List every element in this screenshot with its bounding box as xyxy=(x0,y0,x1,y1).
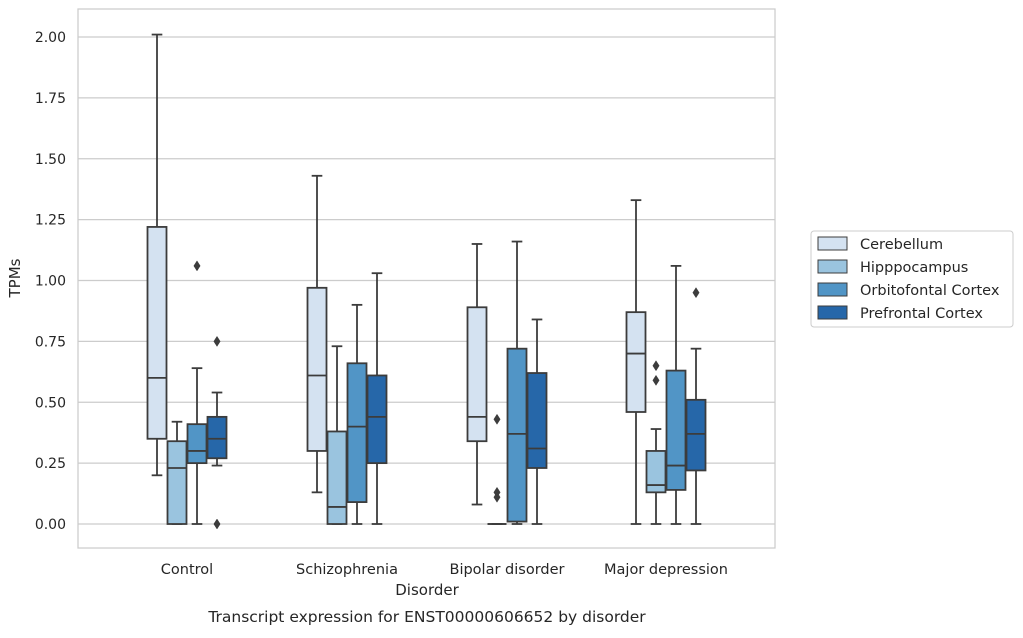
box-iqr xyxy=(146,226,168,440)
box-hipppocampus-3 xyxy=(487,413,507,525)
box-iqr xyxy=(526,372,548,469)
box-hipppocampus-2 xyxy=(326,345,348,525)
box-iqr xyxy=(306,286,328,452)
y-tick-label: 1.25 xyxy=(35,213,66,229)
box-iqr xyxy=(466,306,488,443)
y-tick-labels: 0.00 0.25 0.50 0.75 1.00 1.25 1.50 1.75 2.00 xyxy=(35,30,66,533)
x-tick-labels: Control Schizophrenia Bipolar disorder Majo… xyxy=(161,562,728,578)
legend-frame xyxy=(810,230,1014,328)
box-cerebellum-3 xyxy=(466,243,488,506)
y-tick-label: 0.25 xyxy=(35,456,66,472)
y-axis-label: TPMs xyxy=(6,258,24,298)
outlier-point xyxy=(213,335,221,347)
outlier-point xyxy=(193,260,201,272)
x-tick-label: Control xyxy=(161,562,213,578)
box-iqr xyxy=(665,369,687,491)
box-hipppocampus-1 xyxy=(166,420,188,525)
legend-label: Orbitofontal Cortex xyxy=(860,283,1000,299)
y-tick-label: 1.75 xyxy=(35,91,66,107)
legend-label: Cerebellum xyxy=(860,237,943,253)
box-iqr xyxy=(346,362,368,503)
outlier-point xyxy=(652,360,660,372)
box-iqr xyxy=(645,450,667,494)
outlier-point xyxy=(213,518,221,530)
box-orbitofontal-cortex-4 xyxy=(665,264,687,525)
y-tick-label: 1.00 xyxy=(35,274,66,290)
y-tick-label: 0.50 xyxy=(35,395,66,411)
box-orbitofontal-cortex-2 xyxy=(346,303,368,525)
box-prefrontal-cortex-4 xyxy=(685,287,707,525)
box-cerebellum-2 xyxy=(306,174,328,494)
x-axis-label: Disorder xyxy=(395,581,459,599)
legend-label: Prefrontal Cortex xyxy=(860,306,983,322)
box-iqr xyxy=(506,347,528,523)
box-iqr xyxy=(166,440,188,525)
box-iqr xyxy=(186,423,208,465)
box-hipppocampus-4 xyxy=(645,360,667,525)
chart-caption: Transcript expression for ENST0000060665… xyxy=(207,608,646,626)
legend-swatch xyxy=(817,282,848,297)
box-iqr xyxy=(326,430,348,525)
y-tick-label: 1.50 xyxy=(35,152,66,168)
outlier-point xyxy=(692,287,700,299)
box-prefrontal-cortex-1 xyxy=(206,335,228,530)
box-cerebellum-4 xyxy=(625,199,647,525)
y-tick-label: 2.00 xyxy=(35,30,66,46)
box-iqr xyxy=(625,311,647,413)
box-orbitofontal-cortex-1 xyxy=(186,260,208,525)
box-cerebellum-1 xyxy=(146,33,168,477)
box-iqr xyxy=(206,415,228,460)
box-prefrontal-cortex-3 xyxy=(526,318,548,525)
legend: Cerebellum Hipppocampus Orbitofontal Corte… xyxy=(810,230,1014,328)
boxes xyxy=(146,33,707,530)
outlier-point xyxy=(652,374,660,386)
box-orbitofontal-cortex-3 xyxy=(506,240,528,525)
legend-label: Hipppocampus xyxy=(860,260,968,276)
legend-swatch xyxy=(817,305,848,320)
x-tick-label: Major depression xyxy=(604,562,728,578)
legend-swatch xyxy=(817,236,848,251)
box-iqr xyxy=(685,398,707,472)
outlier-point xyxy=(493,413,501,425)
x-tick-label: Schizophrenia xyxy=(296,562,398,578)
x-tick-label: Bipolar disorder xyxy=(450,562,565,578)
legend-swatch xyxy=(817,259,848,274)
y-tick-label: 0.75 xyxy=(35,334,66,350)
y-tick-label: 0.00 xyxy=(35,517,66,533)
box-iqr xyxy=(366,374,388,465)
outlier-point xyxy=(493,491,501,503)
plot-frame xyxy=(77,8,776,549)
box-prefrontal-cortex-2 xyxy=(366,272,388,525)
